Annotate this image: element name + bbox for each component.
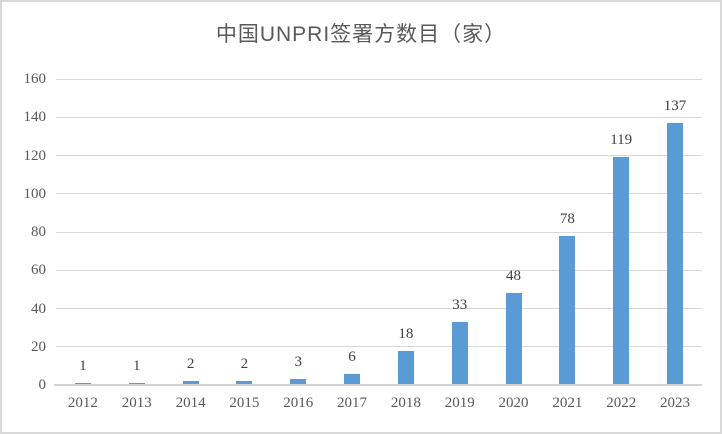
y-tick-label-140: 140 (23, 109, 47, 126)
bar-value-label-2022: 119 (610, 132, 633, 148)
gridline-y-80 (56, 231, 702, 233)
x-tick-label-2017: 2017 (337, 395, 368, 411)
x-tick-label-2015: 2015 (229, 395, 260, 411)
bar-value-label-2017: 6 (348, 349, 356, 365)
bar-2021 (559, 236, 576, 385)
bar-value-label-2020: 48 (506, 268, 522, 284)
x-axis: 2012 2013 2014 2015 2016 2017 2018 2019 2020 2021… (56, 395, 702, 412)
bar-value-label-2018: 18 (398, 326, 414, 342)
bar-2018 (397, 351, 414, 385)
bar-value-label-2019: 33 (452, 297, 468, 313)
gridline-y-120 (56, 155, 702, 156)
bar-slot-2023: 137 (648, 79, 702, 385)
y-tick-label-100: 100 (23, 185, 47, 202)
x-tick-label-2018: 2018 (390, 395, 421, 411)
bar-2022 (613, 157, 630, 385)
plot-area: 1 1 2 2 3 6 18 33 48 78 119 137 (54, 78, 702, 386)
bar-slot-2020: 48 (487, 79, 541, 385)
y-tick-label-60: 60 (31, 262, 46, 279)
bar-2015 (236, 381, 253, 385)
bar-value-label-2016: 3 (294, 354, 302, 370)
gridline-y-160 (56, 78, 702, 80)
y-tick-label-0: 0 (38, 377, 47, 393)
bar-value-label-2014: 2 (186, 356, 195, 372)
bar-value-label-2013: 1 (132, 358, 141, 374)
bar-slot-2022: 119 (594, 79, 648, 385)
x-tick-label-2012: 2012 (67, 395, 98, 411)
bar-value-label-2015: 2 (240, 356, 249, 372)
bar-2014 (182, 381, 199, 385)
x-tick-label-2016: 2016 (283, 395, 314, 411)
y-tick-label-120: 120 (23, 147, 47, 164)
x-tick-label-2023: 2023 (660, 395, 691, 411)
y-tick-label-80: 80 (31, 224, 46, 240)
x-tick-label-2022: 2022 (606, 395, 637, 411)
bar-slot-2019: 33 (433, 79, 487, 385)
gridline-y-140 (56, 116, 702, 118)
bar-slot-2015: 2 (217, 79, 271, 385)
x-tick-label-2021: 2021 (552, 395, 583, 411)
bar-slot-2017: 6 (325, 79, 379, 385)
bar-2019 (451, 322, 468, 385)
bar-slot-2021: 78 (540, 79, 594, 385)
bar-2020 (505, 293, 522, 385)
x-tick-label-2014: 2014 (175, 395, 206, 411)
bar-slot-2012: 1 (56, 79, 110, 385)
bar-value-label-2021: 78 (559, 211, 575, 227)
y-tick-label-160: 160 (23, 71, 47, 87)
y-tick-label-20: 20 (31, 338, 46, 355)
bar-value-label-2012: 1 (79, 358, 87, 374)
bar-slot-2013: 1 (110, 79, 164, 385)
bar-slot-2014: 2 (164, 79, 218, 385)
bar-slot-2016: 3 (271, 79, 325, 385)
x-tick-label-2020: 2020 (498, 395, 529, 411)
bar-value-label-2023: 137 (663, 98, 687, 114)
gridline-y-20 (56, 346, 702, 348)
bar-series: 1 1 2 2 3 6 18 33 48 78 119 137 (56, 79, 702, 385)
x-tick-label-2013: 2013 (121, 395, 152, 411)
x-tick-label-2019: 2019 (444, 395, 475, 411)
bar-2017 (344, 374, 361, 385)
chart-title: 中国UNPRI签署方数目（家） (215, 23, 507, 46)
gridline-y-40 (56, 308, 702, 309)
bar-2023 (667, 123, 684, 385)
gridline-y-60 (56, 269, 702, 271)
gridline-y-100 (56, 193, 702, 195)
bar-2016 (290, 379, 307, 385)
x-axis-line (54, 384, 702, 386)
bar-slot-2018: 18 (379, 79, 433, 385)
y-tick-label-40: 40 (31, 300, 46, 317)
